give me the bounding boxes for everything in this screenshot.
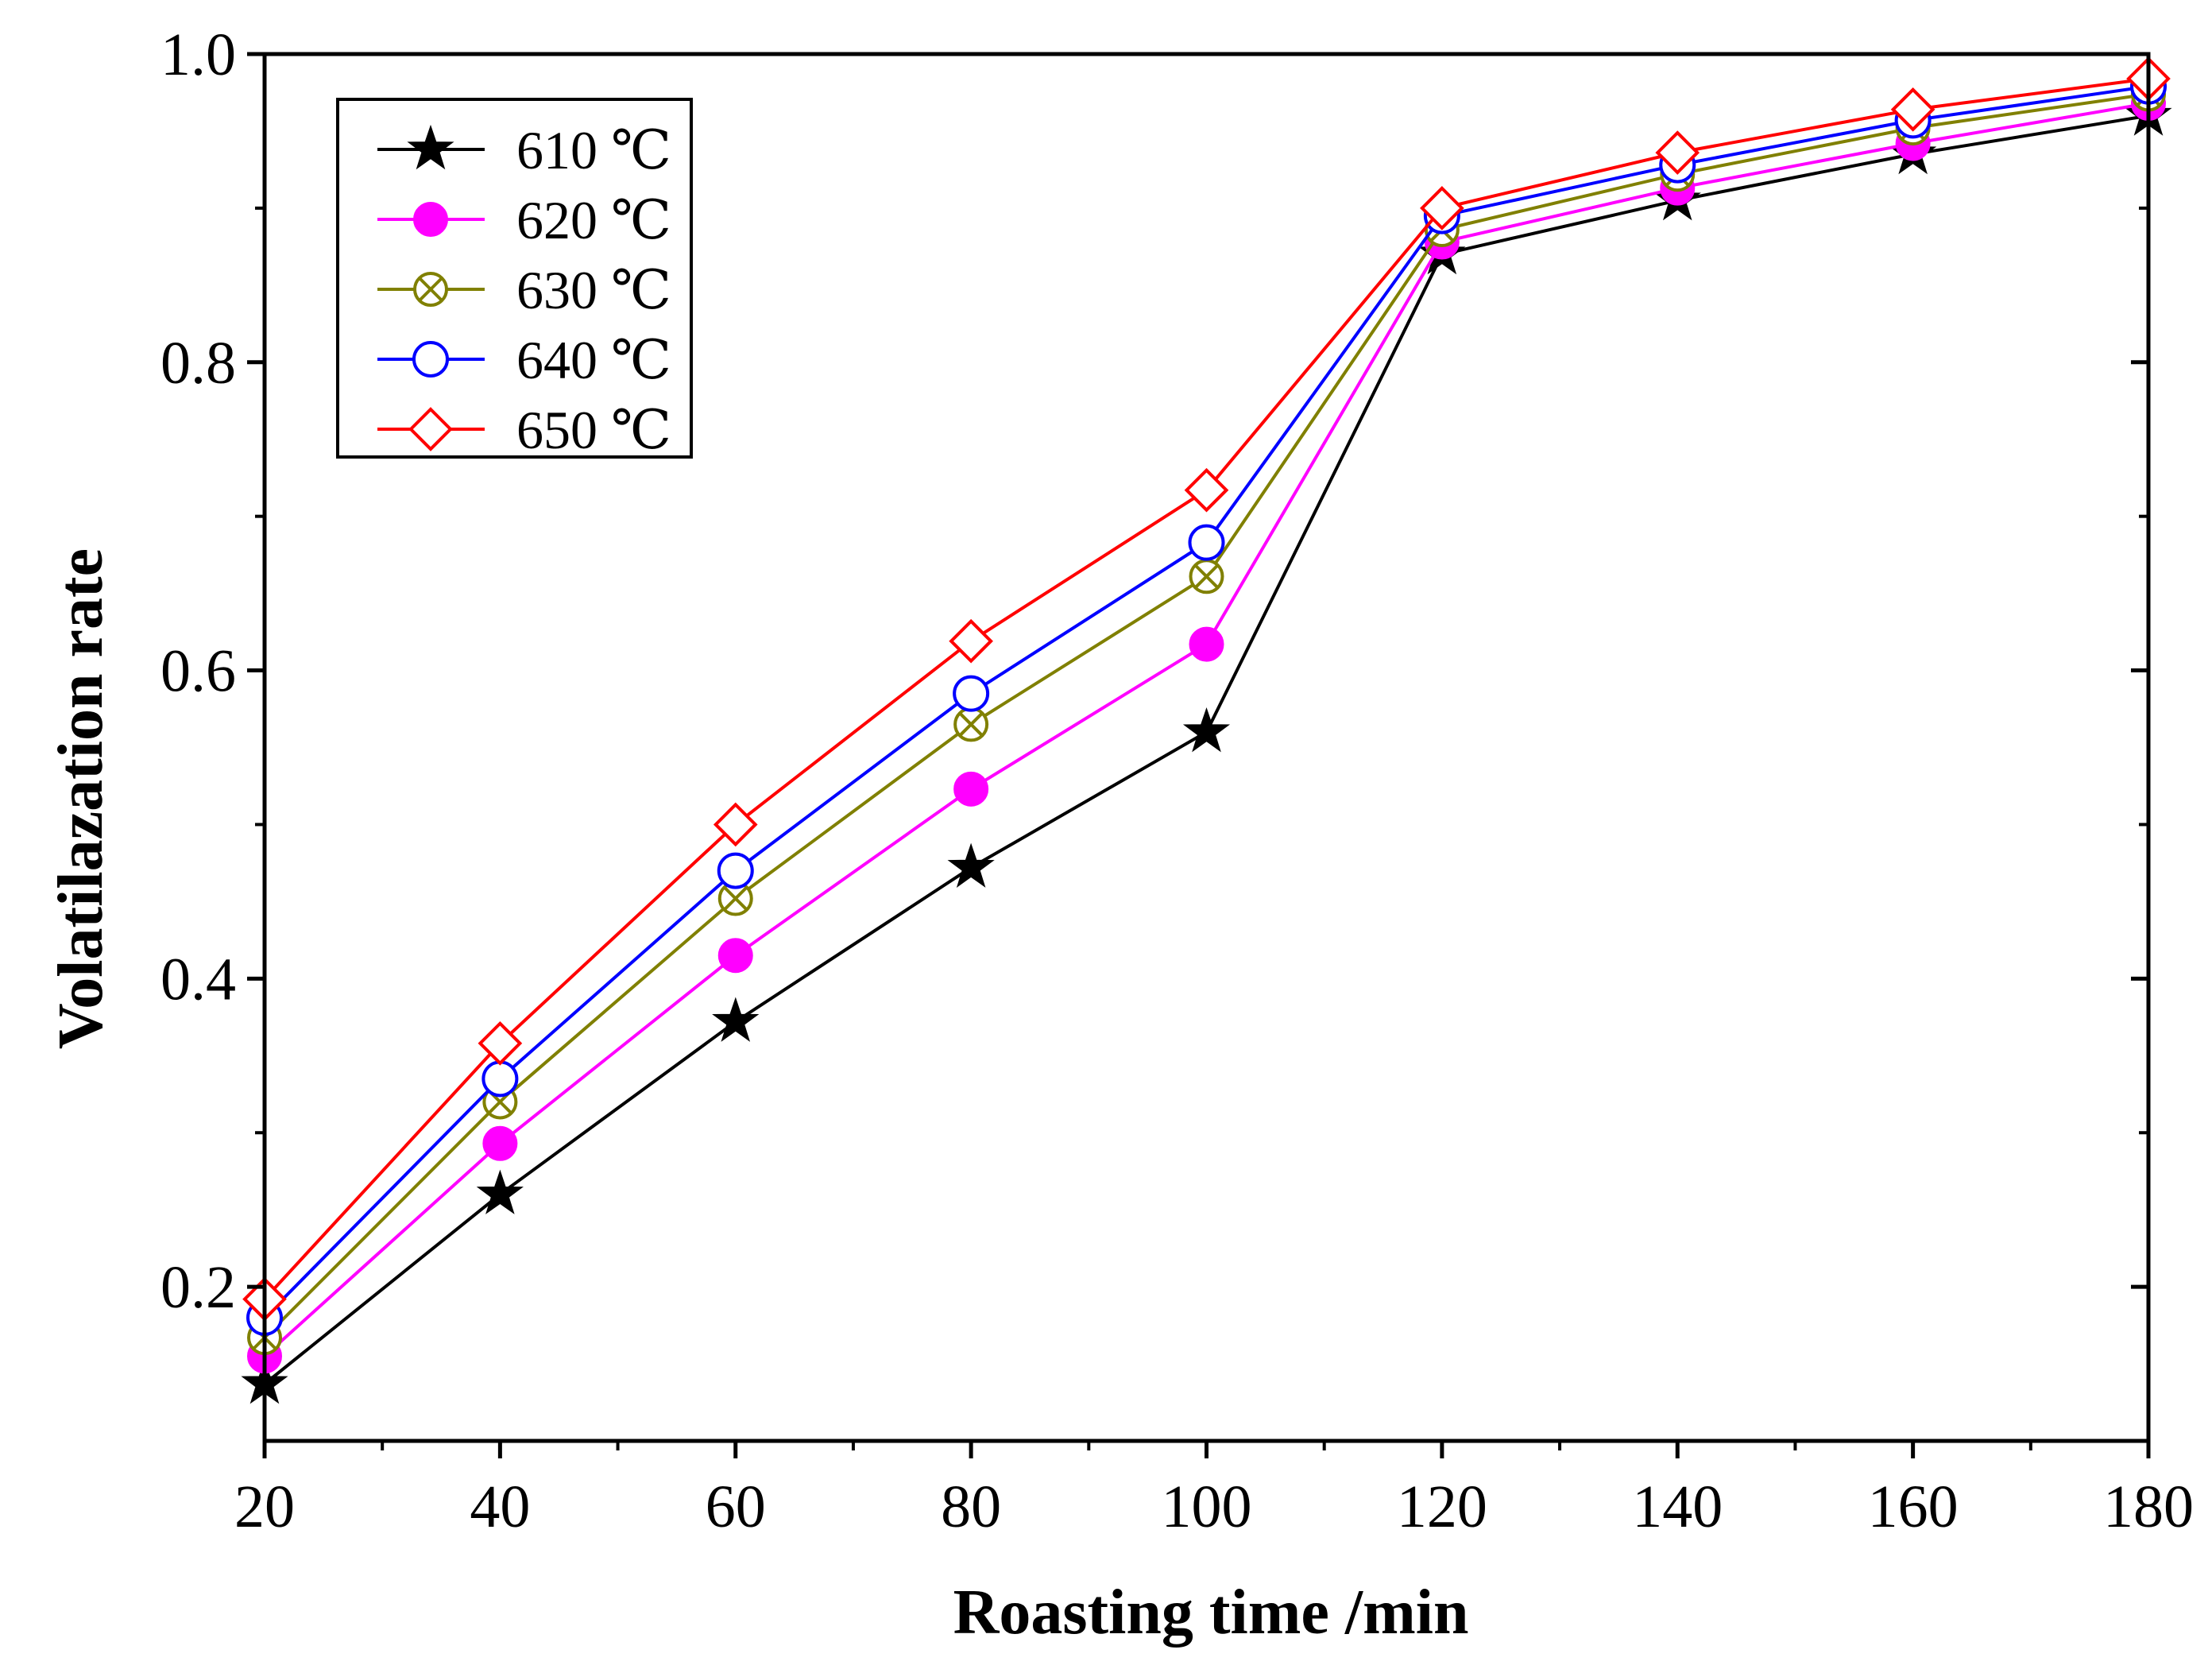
y-axis-title: Volatilazation rate (46, 548, 116, 1049)
data-point-s0-3-shape (947, 842, 995, 888)
data-point-s4-5-shape (1420, 186, 1464, 230)
y-tick-label: 0.6 (160, 638, 236, 705)
legend-entry-2: 630 ℃ (377, 260, 671, 320)
legend-marker-3-shape (412, 341, 449, 378)
data-point-s0-4-shape (1182, 707, 1231, 753)
legend-marker-4 (408, 407, 453, 451)
data-point-s3-1-shape (481, 1060, 519, 1098)
legend-label-4: 650 ℃ (516, 400, 671, 460)
data-point-s1-3-shape (953, 771, 989, 807)
data-point-s0-4 (1182, 707, 1231, 753)
legend-label-0: 610 ℃ (516, 120, 671, 180)
legend-entry-1: 620 ℃ (377, 190, 671, 250)
x-tick-label: 100 (1162, 1473, 1252, 1540)
data-point-s4-6 (1655, 130, 1700, 175)
data-point-s3-4-shape (1188, 524, 1225, 561)
x-tick-label: 60 (706, 1473, 766, 1540)
series-4 (242, 56, 2171, 1322)
legend-entry-4: 650 ℃ (377, 400, 671, 460)
data-point-s2-4 (1189, 559, 1224, 594)
legend-marker-0-shape (407, 124, 454, 170)
data-point-s0-1-shape (476, 1169, 524, 1214)
legend-marker-4-shape (408, 407, 453, 451)
data-point-s1-4-shape (1189, 626, 1224, 662)
x-tick-label: 140 (1632, 1473, 1723, 1540)
data-point-s4-2-shape (713, 802, 758, 847)
data-point-s1-1 (482, 1125, 518, 1161)
data-point-s0-2-shape (712, 997, 760, 1042)
data-point-s4-3 (949, 618, 993, 664)
data-point-s2-2-cross-b (723, 885, 748, 912)
legend-marker-3 (412, 341, 449, 378)
data-point-s3-4 (1188, 524, 1225, 561)
x-axis-title: Roasting time /min (953, 1578, 1469, 1648)
data-point-s1-1-shape (482, 1125, 518, 1161)
x-tick-label: 80 (941, 1473, 1001, 1540)
data-point-s2-3 (953, 707, 989, 742)
legend-marker-0 (407, 124, 454, 170)
legend-box (336, 98, 693, 459)
data-point-s4-6-shape (1655, 130, 1700, 175)
legend-label-1: 620 ℃ (516, 190, 671, 250)
x-tick-label: 180 (2103, 1473, 2194, 1540)
data-point-s3-3-shape (953, 675, 990, 712)
legend-label-2: 630 ℃ (516, 260, 671, 320)
legend-marker-2-cross-b (418, 277, 443, 302)
data-point-s4-4 (1184, 467, 1229, 513)
data-point-s3-2-shape (717, 852, 754, 889)
data-point-s1-3 (953, 771, 989, 807)
data-point-s2-2 (717, 881, 753, 916)
data-point-s4-5 (1420, 186, 1464, 230)
data-point-s1-2-shape (717, 938, 753, 974)
y-tick-label: 0.2 (160, 1254, 236, 1321)
axes-layer: 20 40 60 80 100 120 140 160 180 0.2 0.4 0.6 0.8 1.0 (160, 21, 2194, 1540)
y-tick-label: 0.8 (160, 330, 236, 397)
legend-label-3: 640 ℃ (516, 330, 671, 390)
legend-entry-0: 610 ℃ (377, 120, 671, 180)
marks-layer (241, 56, 2172, 1404)
legend-marker-1 (413, 202, 448, 237)
y-tick-label: 0.4 (160, 946, 236, 1013)
x-tick-label: 40 (470, 1473, 530, 1540)
data-point-s0-1 (476, 1169, 524, 1214)
data-point-s4-2 (713, 802, 758, 847)
legend-marker-2 (413, 272, 448, 307)
data-point-s4-7-shape (1890, 87, 1936, 132)
data-point-s3-3 (953, 675, 990, 712)
data-point-s0-3 (947, 842, 995, 888)
data-point-s4-7 (1890, 87, 1936, 132)
legend-entry-3: 640 ℃ (377, 330, 671, 390)
x-tick-label: 20 (234, 1473, 295, 1540)
legend-marker-1-shape (413, 202, 448, 237)
data-point-s2-3-cross-b (958, 711, 984, 737)
data-point-s4-3-shape (949, 618, 993, 664)
data-point-s0-2 (712, 997, 760, 1042)
data-point-s4-4-shape (1184, 467, 1229, 513)
data-point-s2-4-cross-b (1193, 563, 1220, 589)
data-point-s4-1-shape (478, 1020, 523, 1066)
x-tick-label: 160 (1868, 1473, 1959, 1540)
data-point-s4-1 (478, 1020, 523, 1066)
data-point-s3-2 (717, 852, 754, 889)
data-point-s3-1 (481, 1060, 519, 1098)
y-tick-label: 1.0 (160, 21, 236, 88)
x-tick-label: 120 (1397, 1473, 1487, 1540)
data-point-s1-4 (1189, 626, 1224, 662)
legend: 610 ℃ 620 ℃ 630 ℃ 640 ℃ 650 ℃ (336, 98, 693, 460)
data-point-s1-2 (717, 938, 753, 974)
